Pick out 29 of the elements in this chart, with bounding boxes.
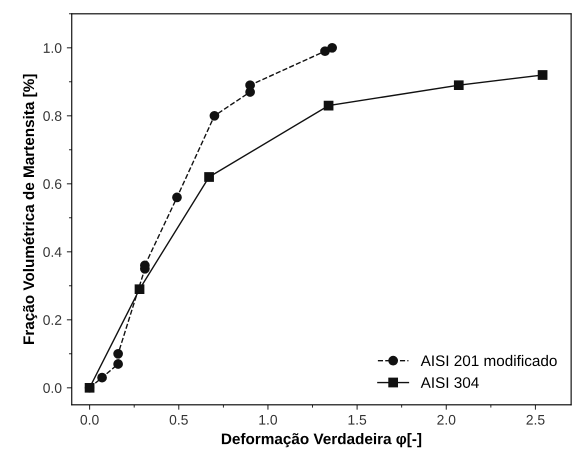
point xyxy=(134,284,144,294)
point xyxy=(320,46,330,56)
y-axis-title: Fração Volumétrica de Martensita [%] xyxy=(22,74,38,344)
point xyxy=(210,110,220,121)
point xyxy=(113,348,123,359)
y-tick-label: 0.8 xyxy=(43,111,62,121)
x-tick-label: 0.5 xyxy=(170,414,188,425)
point xyxy=(324,100,334,110)
point xyxy=(538,70,548,80)
x-tick-label: 0.0 xyxy=(80,414,99,425)
y-tick-label: 0.6 xyxy=(43,179,62,189)
point xyxy=(204,172,214,182)
point xyxy=(454,80,464,90)
point xyxy=(113,359,123,369)
point xyxy=(327,42,338,53)
legend-label: AISI 201 modificado xyxy=(420,354,557,366)
y-tick-label: 0.2 xyxy=(43,315,62,325)
point xyxy=(172,192,182,202)
y-tick-label: 0.4 xyxy=(43,247,62,257)
point xyxy=(245,80,255,90)
x-tick-label: 2.5 xyxy=(526,414,545,425)
y-tick-label: 1.0 xyxy=(44,43,62,53)
point xyxy=(97,372,107,382)
y-tick-label: 0.0 xyxy=(43,383,62,393)
legend-label: AISI 304 xyxy=(420,377,479,388)
x-tick-label: 1.5 xyxy=(348,415,366,425)
x-tick-label: 1.0 xyxy=(259,414,278,425)
x-axis-title: Deformação Verdadeira φ[-] xyxy=(222,433,422,448)
x-tick-label: 2.0 xyxy=(437,414,456,425)
